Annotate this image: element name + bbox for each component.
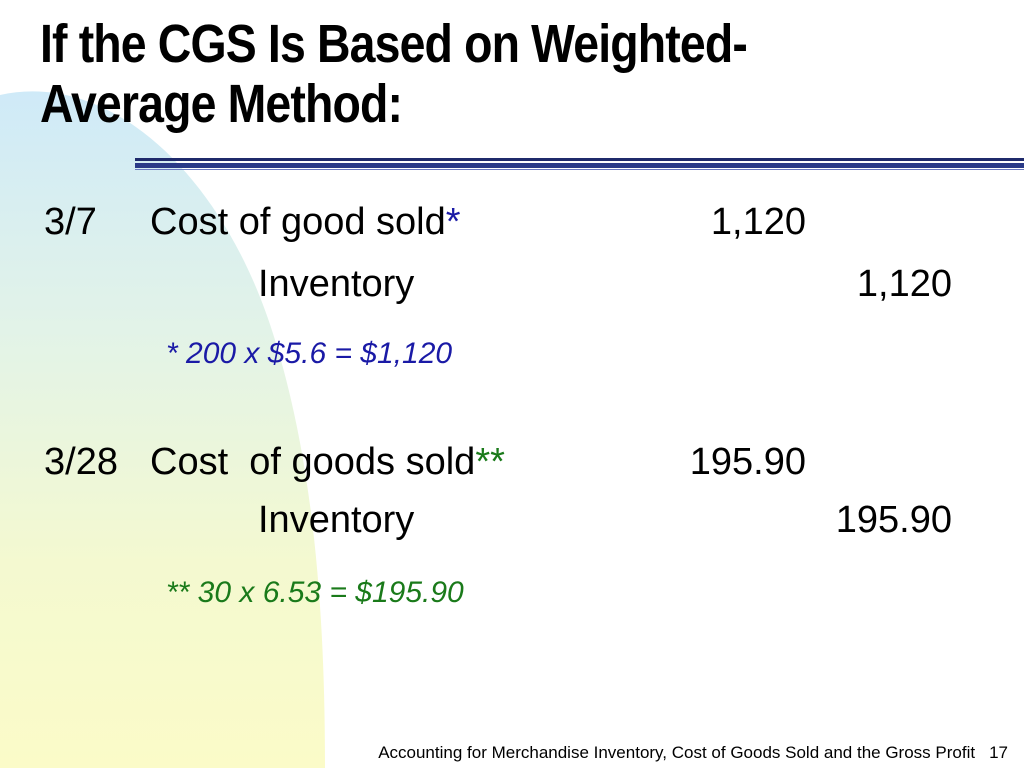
title-divider	[135, 158, 1024, 161]
footer-text: Accounting for Merchandise Inventory, Co…	[378, 743, 976, 762]
entry-2-footnote: ** 30 x 6.53 = $195.90	[166, 576, 464, 609]
entry-1-debit-account-label: Cost of good sold	[150, 201, 446, 243]
slide-footer: Accounting for Merchandise Inventory, Co…	[378, 742, 1008, 764]
entry-1-debit-account: Cost of good sold*	[150, 200, 461, 244]
title-divider-thick	[135, 163, 1024, 168]
entry-2-debit-account-label: Cost of goods sold	[150, 441, 476, 483]
entry-2-credit-account: Inventory	[258, 499, 415, 541]
entry-1-debit-amount: 1,120	[710, 201, 806, 243]
title-line-1: If the CGS Is Based on Weighted-	[40, 14, 748, 74]
entry-1-footnote-marker: *	[445, 201, 461, 243]
entry-1-date: 3/7	[44, 201, 97, 243]
entry-1-footnote: * 200 x $5.6 = $1,120	[166, 337, 453, 370]
entry-2-debit-account: Cost of goods sold**	[150, 440, 505, 484]
slide-title: If the CGS Is Based on Weighted- Average…	[40, 14, 748, 134]
entry-1-credit-amount: 1,120	[856, 263, 952, 305]
background-swoosh-shape	[0, 91, 325, 768]
entry-2-date: 3/28	[44, 441, 118, 483]
entry-1-credit-account: Inventory	[258, 263, 415, 305]
page-number: 17	[989, 743, 1008, 762]
entry-2-debit-amount: 195.90	[689, 441, 806, 483]
title-line-2: Average Method:	[40, 74, 403, 134]
entry-2-credit-amount: 195.90	[835, 499, 952, 541]
entry-2-footnote-marker: **	[475, 441, 505, 483]
title-divider-thin	[135, 169, 1024, 170]
